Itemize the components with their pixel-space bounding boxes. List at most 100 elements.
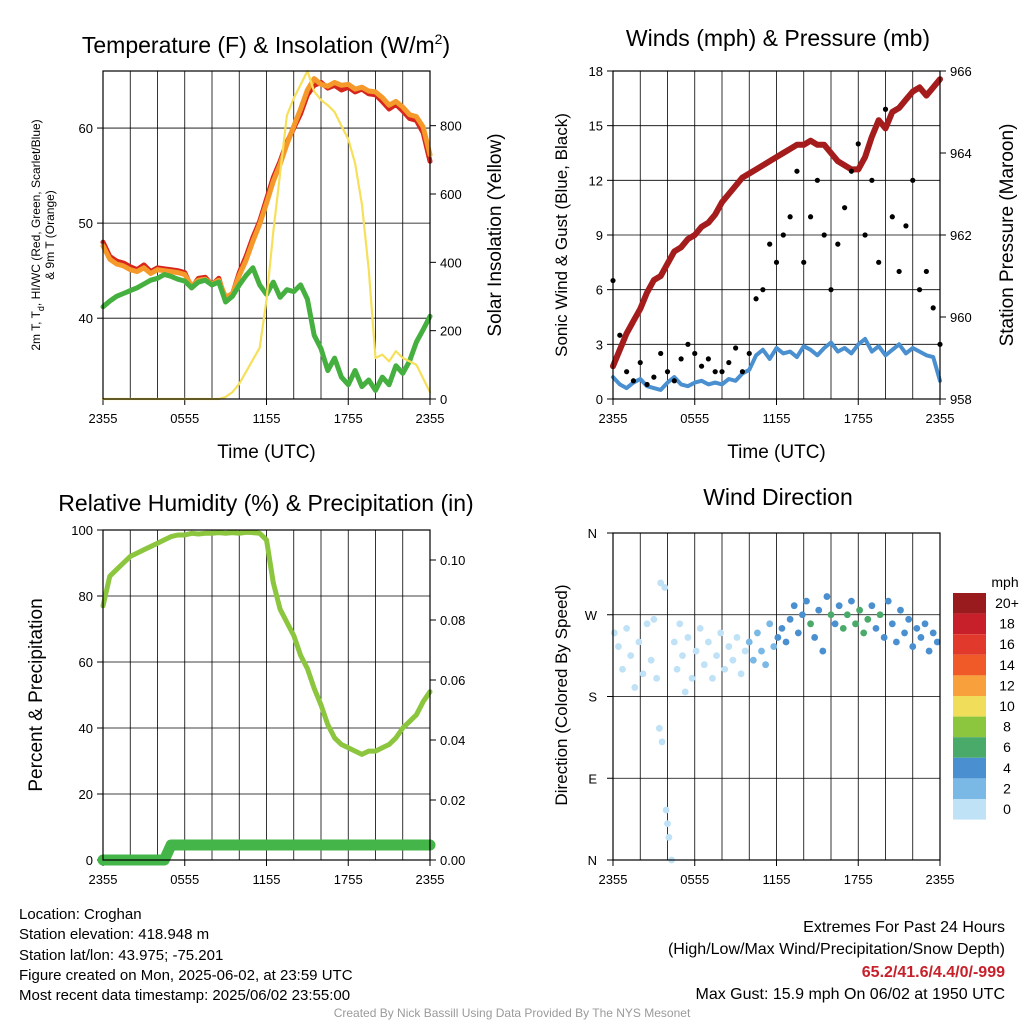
legend-label: 18	[999, 616, 1015, 632]
gust-point	[671, 378, 677, 384]
legend-swatch	[953, 716, 986, 738]
direction-point	[741, 647, 749, 655]
x-tick-label: 1155	[763, 872, 791, 887]
y-left-label-b: , HI/WC (Red, Green, Scarlet/Blue)	[29, 119, 43, 306]
y-right-tick-label: 0.10	[440, 553, 465, 568]
y-left-tick-label: E	[588, 771, 597, 786]
x-tick-label: 1755	[334, 872, 363, 887]
direction-point	[827, 611, 835, 619]
recent-data-text: Most recent data timestamp: 2025/06/02 2…	[19, 987, 351, 1005]
chart-title: Temperature (F) & Insolation (W/m2)	[82, 31, 450, 58]
direction-point	[661, 584, 669, 591]
x-axis-label: Time (UTC)	[727, 442, 826, 463]
legend-swatch	[953, 696, 986, 717]
y-left-tick-label: 80	[79, 589, 93, 604]
direction-point	[762, 661, 769, 669]
y-left-label-sub: d	[36, 306, 46, 311]
gust-point	[896, 268, 902, 275]
created-text: Figure created on Mon, 2025-06-02, at 23…	[19, 966, 353, 984]
direction-point	[749, 656, 757, 664]
y-right-tick-label: 966	[950, 64, 972, 79]
y-left-tick-label: 50	[79, 216, 93, 231]
y-right-tick-label: 958	[950, 392, 972, 407]
gust-point	[658, 350, 664, 357]
direction-point	[700, 661, 708, 669]
direction-point	[713, 652, 720, 660]
direction-point	[831, 620, 839, 628]
direction-point	[868, 602, 876, 610]
direction-point	[733, 634, 741, 641]
direction-point	[725, 643, 733, 650]
direction-point	[655, 724, 663, 732]
y-right-tick-label: 400	[440, 255, 462, 270]
direction-point	[811, 634, 819, 641]
y-right-tick-label: 960	[950, 310, 972, 325]
gust-point	[726, 359, 732, 366]
series-line-rh	[100, 529, 433, 757]
x-tick-label: 2355	[416, 411, 445, 426]
direction-point	[615, 643, 622, 650]
chart-title-sup: 2	[435, 31, 443, 47]
direction-point	[754, 629, 761, 637]
x-tick-label: 1155	[763, 411, 791, 426]
gust-point	[842, 205, 848, 211]
direction-point	[794, 629, 802, 637]
gust-point	[807, 214, 814, 220]
credit-text: Created By Nick Bassill Using Data Provi…	[333, 1006, 691, 1020]
direction-point	[819, 647, 827, 655]
gust-point	[692, 350, 698, 357]
gust-point	[678, 356, 684, 362]
y-left-label-a: 2m T, T	[29, 310, 43, 350]
direction-point	[893, 638, 900, 646]
legend-label: 14	[999, 657, 1015, 673]
y-right-tick-label: 800	[440, 119, 462, 134]
gust-point	[889, 214, 895, 220]
y-right-tick-label: 600	[440, 187, 462, 202]
gust-point	[828, 287, 834, 293]
direction-point	[909, 643, 917, 650]
x-tick-label: 2355	[89, 411, 118, 426]
direction-point	[921, 620, 929, 628]
direction-point	[619, 665, 626, 673]
direction-point	[692, 647, 700, 655]
gust-point	[923, 268, 929, 275]
legend-label: 8	[1003, 719, 1011, 735]
y-left-tick-label: 0	[86, 853, 93, 868]
y-right-tick-label: 200	[440, 324, 462, 339]
latlon-text: Station lat/lon: 43.975; -75.201	[19, 946, 224, 964]
y-left-tick-label: 18	[589, 64, 603, 79]
direction-point	[758, 647, 765, 655]
direction-point	[929, 629, 937, 637]
speed-legend: mph 20+ 18 16 14 12 10 8 6 4 2 0	[953, 574, 1019, 820]
direction-point	[774, 634, 782, 641]
direction-point	[658, 738, 666, 746]
y-left-tick-label: 100	[71, 523, 93, 538]
y-left-tick-label: 60	[79, 121, 93, 136]
chart-title: Relative Humidity (%) & Precipitation (i…	[58, 490, 473, 516]
direction-point	[778, 624, 786, 632]
elevation-text: Station elevation: 418.948 m	[19, 926, 210, 944]
direction-point	[653, 674, 660, 682]
legend-label: 16	[999, 636, 1015, 652]
direction-point	[835, 602, 843, 610]
legend-label: 4	[1003, 760, 1011, 776]
direction-point	[681, 688, 689, 696]
direction-point	[786, 615, 794, 623]
legend-swatch	[953, 634, 986, 655]
series-line-sonic-wind	[611, 336, 942, 392]
y-left-tick-label: 3	[596, 337, 603, 352]
direction-point	[901, 629, 908, 637]
gust-point	[685, 341, 691, 347]
direction-point	[631, 684, 639, 691]
x-tick-label: 1755	[844, 872, 873, 887]
y-left-axis-label-2: & 9m T (Orange)	[43, 190, 57, 280]
legend-swatch	[953, 613, 986, 635]
plot-border	[102, 70, 431, 400]
direction-point	[766, 620, 774, 628]
legend-swatch	[953, 737, 986, 758]
direction-point	[650, 615, 658, 623]
y-left-tick-label: 40	[79, 311, 93, 326]
y-right-tick-label: 962	[950, 228, 972, 243]
gust-point	[801, 259, 807, 265]
